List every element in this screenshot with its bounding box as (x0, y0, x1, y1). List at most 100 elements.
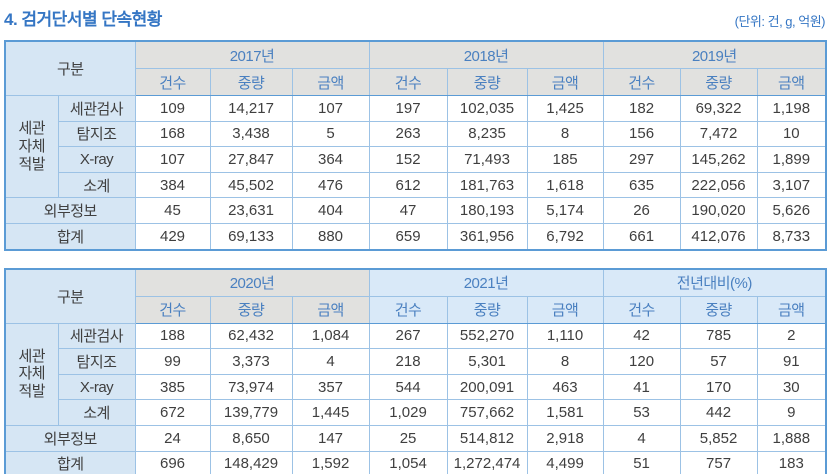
data-cell: 364 (291, 146, 370, 173)
data-cell: 181,763 (446, 171, 528, 199)
data-cell: 218 (368, 348, 448, 375)
data-cell: 385 (134, 373, 211, 401)
data-cell: 1,272,474 (446, 450, 528, 474)
data-cell: 7,472 (679, 120, 758, 148)
data-cell: 14,217 (209, 95, 293, 122)
data-cell: 2,918 (526, 424, 604, 452)
data-cell: 99 (134, 348, 211, 375)
data-cell: 4 (602, 424, 681, 452)
report-page: 4. 검거단서별 단속현황 (단위: 건, g, 억원) 구분 2017년 20… (4, 0, 828, 474)
metric-header-cases: 건수 (368, 68, 448, 96)
data-cell: 26 (602, 197, 681, 224)
table-row-external-info: 외부정보 24 8,650 147 25 514,812 2,918 4 5,8… (4, 424, 827, 452)
data-cell: 69,133 (209, 222, 293, 251)
data-cell: 659 (368, 222, 448, 251)
data-cell: 661 (602, 222, 681, 251)
row-label: 탐지조 (57, 120, 136, 148)
unit-label: (단위: 건, g, 억원) (734, 14, 826, 29)
data-cell: 412,076 (679, 222, 758, 251)
data-cell: 152 (368, 146, 448, 173)
data-cell: 5,301 (446, 348, 528, 375)
data-cell: 170 (679, 373, 758, 401)
data-cell: 8 (526, 348, 604, 375)
metric-header-amount: 금액 (526, 68, 604, 96)
metric-header-amount: 금액 (526, 295, 604, 324)
data-cell: 30 (756, 373, 827, 401)
row-label: 합계 (4, 222, 136, 251)
data-cell: 8 (526, 120, 604, 148)
title-bar: 4. 검거단서별 단속현황 (단위: 건, g, 억원) (4, 0, 826, 30)
data-cell: 109 (134, 95, 211, 122)
metric-header-amount: 금액 (756, 68, 827, 96)
data-cell: 442 (679, 399, 758, 426)
enforcement-table-2020-2021: 구분 2020년 2021년 전년대비(%) 건수 중량 금액 건수 중량 금액… (4, 267, 828, 474)
data-cell: 5,626 (756, 197, 827, 224)
data-cell: 3,438 (209, 120, 293, 148)
table-row-external-info: 외부정보 45 23,631 404 47 180,193 5,174 26 1… (4, 197, 827, 224)
row-label: 탐지조 (57, 348, 136, 375)
data-cell: 8,733 (756, 222, 827, 251)
row-label: 세관검사 (57, 322, 136, 350)
data-cell: 27,847 (209, 146, 293, 173)
data-cell: 514,812 (446, 424, 528, 452)
metric-header-weight: 중량 (679, 295, 758, 324)
table-row-xray: X-ray 107 27,847 364 152 71,493 185 297 … (5, 146, 827, 173)
data-cell: 183 (756, 450, 827, 474)
data-cell: 107 (291, 95, 370, 122)
data-cell: 156 (602, 120, 681, 148)
data-cell: 672 (134, 399, 211, 426)
data-cell: 57 (679, 348, 758, 375)
data-cell: 8,650 (209, 424, 293, 452)
data-cell: 757,662 (446, 399, 528, 426)
corner-header: 구분 (4, 40, 136, 96)
data-cell: 45 (134, 197, 211, 224)
data-cell: 1,084 (291, 322, 370, 350)
data-cell: 139,779 (209, 399, 293, 426)
data-cell: 148,429 (209, 450, 293, 474)
data-cell: 696 (134, 450, 211, 474)
data-cell: 3,107 (756, 171, 827, 199)
data-cell: 23,631 (209, 197, 293, 224)
row-label: 소계 (57, 399, 136, 426)
data-cell: 53 (602, 399, 681, 426)
data-cell: 404 (291, 197, 370, 224)
data-cell: 1,054 (368, 450, 448, 474)
table-row-customs-inspection: 세관 자체 적발 세관검사 188 62,432 1,084 267 552,2… (4, 322, 827, 426)
data-cell: 200,091 (446, 373, 528, 401)
year-header-2017: 2017년 (134, 40, 370, 69)
table-row-xray: X-ray 385 73,974 357 544 200,091 463 41 … (5, 373, 827, 401)
row-label: 합계 (4, 450, 136, 474)
enforcement-table-2017-2019: 구분 2017년 2018년 2019년 건수 중량 금액 건수 중량 금액 건… (4, 40, 828, 251)
data-cell: 5,852 (679, 424, 758, 452)
data-cell: 62,432 (209, 322, 293, 350)
data-cell: 4,499 (526, 450, 604, 474)
data-cell: 8,235 (446, 120, 528, 148)
metric-header-weight: 중량 (446, 295, 528, 324)
data-cell: 47 (368, 197, 448, 224)
data-cell: 357 (291, 373, 370, 401)
year-header-2019: 2019년 (602, 40, 827, 69)
data-cell: 1,445 (291, 399, 370, 426)
metric-header-amount: 금액 (756, 295, 827, 324)
data-cell: 69,322 (679, 95, 758, 122)
metric-header-weight: 중량 (446, 68, 528, 96)
year-header-yoy: 전년대비(%) (602, 268, 827, 297)
data-cell: 384 (134, 171, 211, 199)
data-cell: 168 (134, 120, 211, 148)
year-header-2018: 2018년 (368, 40, 604, 69)
data-cell: 9 (756, 399, 827, 426)
data-cell: 612 (368, 171, 448, 199)
data-cell: 182 (602, 95, 681, 122)
row-group-label-customs-self-detection: 세관 자체 적발 (4, 322, 59, 426)
data-cell: 263 (368, 120, 448, 148)
data-cell: 2 (756, 322, 827, 350)
data-cell: 25 (368, 424, 448, 452)
metric-header-amount: 금액 (291, 295, 370, 324)
data-cell: 6,792 (526, 222, 604, 251)
data-cell: 42 (602, 322, 681, 350)
data-cell: 51 (602, 450, 681, 474)
data-cell: 757 (679, 450, 758, 474)
data-cell: 1,425 (526, 95, 604, 122)
data-cell: 185 (526, 146, 604, 173)
data-cell: 145,262 (679, 146, 758, 173)
